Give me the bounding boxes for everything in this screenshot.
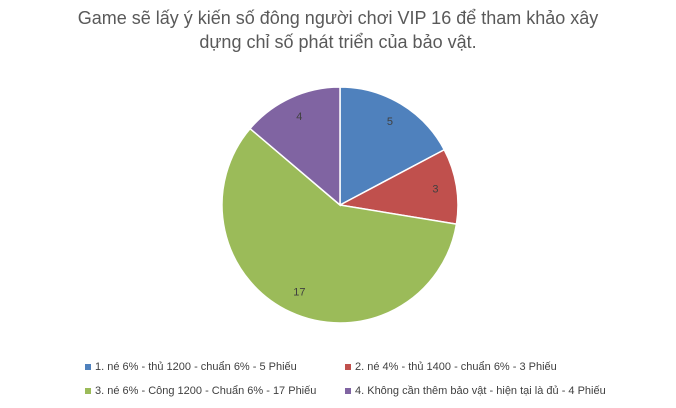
legend-label: 4. Không cần thêm bảo vật - hiện tại là … [355,385,606,397]
data-label: 3 [432,183,438,195]
chart-title: Game sẽ lấy ý kiến số đông người chơi VI… [77,8,599,52]
pie-slice [249,86,341,207]
legend-marker [345,364,351,370]
pie-slice [221,127,458,324]
pie-slice [337,148,459,225]
pie-slice [339,86,446,207]
legend-label: 3. né 6% - Công 1200 - Chuẩn 6% - 17 Phi… [95,385,316,397]
legend-marker [85,364,91,370]
legend-label: 1. né 6% - thủ 1200 - chuẩn 6% - 5 Phiếu [95,361,297,373]
data-label: 4 [296,111,302,123]
data-label: 5 [387,116,393,128]
legend-label: 2. né 4% - thủ 1400 - chuẩn 6% - 3 Phiếu [355,361,557,373]
legend-marker [345,388,351,394]
data-label: 17 [293,287,305,299]
legend-marker [85,388,91,394]
